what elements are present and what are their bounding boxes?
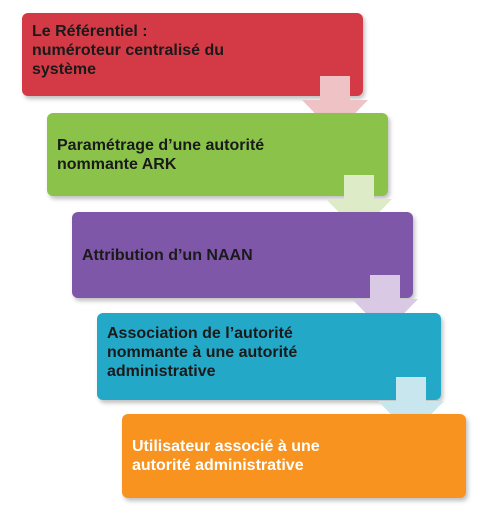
down-arrow-shape [378, 377, 444, 435]
step-utilisateur: Utilisateur associé à une autorité admin… [122, 414, 466, 498]
step-association-label: Association de l’autorité nommante à une… [107, 325, 298, 380]
down-arrow-icon [326, 175, 392, 233]
down-arrow-shape [352, 275, 418, 333]
step-referentiel: Le Référentiel : numéroteur centralisé d… [22, 13, 363, 96]
step-utilisateur-label: Utilisateur associé à une autorité admin… [132, 438, 320, 474]
down-arrow-shape [326, 175, 392, 233]
step-parametrage: Paramétrage d’une autorité nommante ARK [47, 113, 388, 196]
step-attribution-label: Attribution d’un NAAN [82, 246, 253, 264]
down-arrow-icon [378, 377, 444, 435]
step-referentiel-label: Le Référentiel : numéroteur centralisé d… [32, 23, 225, 78]
down-arrow-icon [302, 76, 368, 134]
step-attribution: Attribution d’un NAAN [72, 212, 413, 298]
down-arrow-shape [302, 76, 368, 134]
step-association: Association de l’autorité nommante à une… [97, 313, 441, 400]
down-arrow-icon [352, 275, 418, 333]
step-parametrage-label: Paramétrage d’une autorité nommante ARK [57, 136, 265, 173]
